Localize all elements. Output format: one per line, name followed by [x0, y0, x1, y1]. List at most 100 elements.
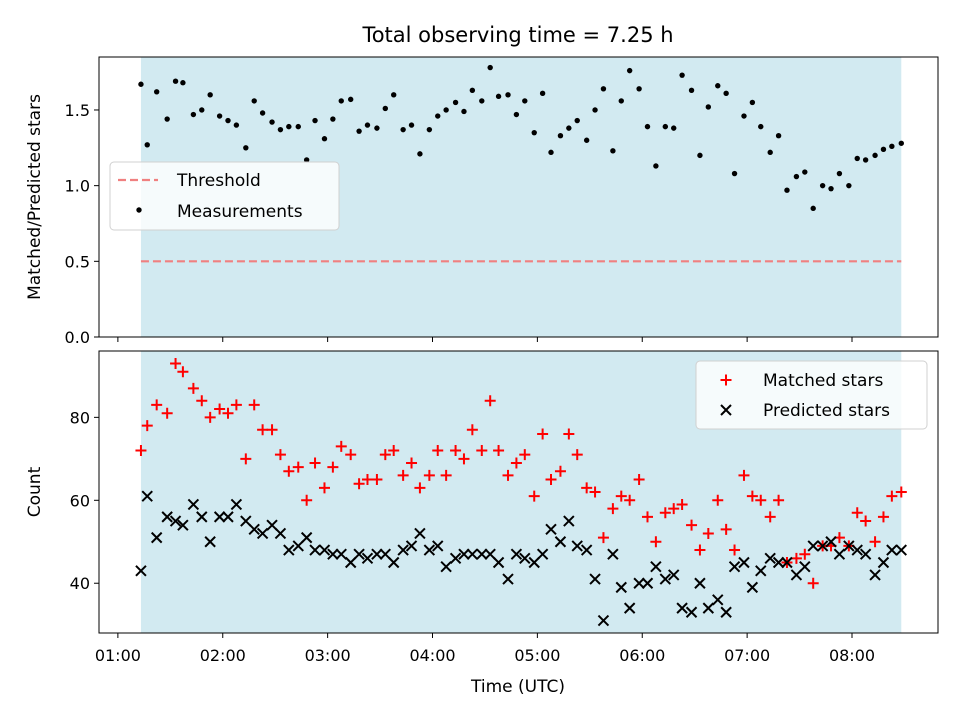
measurement-point: [452, 99, 459, 106]
x-tick-label: 07:00: [724, 646, 770, 665]
measurement-point: [164, 116, 170, 122]
measurement-point: [153, 89, 160, 95]
matched-star-marker: [607, 503, 619, 515]
matched-star-marker: [712, 494, 724, 506]
matched-star-marker: [624, 494, 636, 506]
measurement-point: [138, 81, 144, 87]
measurement-point: [303, 157, 310, 163]
measurement-point: [330, 116, 336, 122]
predicted-star-marker: [790, 569, 803, 581]
measurement-point: [295, 123, 301, 130]
predicted-star-marker: [318, 544, 331, 556]
predicted-star-marker: [484, 548, 496, 560]
y-axis-label: Matched/Predicted stars: [25, 94, 45, 300]
matched-star-marker: [301, 494, 313, 506]
predicted-star-marker: [466, 548, 479, 560]
matched-star-marker: [361, 474, 373, 486]
predicted-star-marker: [423, 544, 436, 556]
measurement-point: [671, 125, 677, 131]
predicted-star-marker: [177, 519, 189, 531]
measurement-point: [723, 90, 729, 97]
measurement-point: [836, 170, 843, 177]
measurement-point: [190, 111, 197, 118]
matched-star-marker: [633, 474, 645, 486]
y-tick-label: 80: [70, 408, 90, 427]
x-axis-label: Time (UTC): [470, 677, 565, 697]
measurement-point: [443, 107, 449, 113]
predicted-star-marker: [607, 548, 619, 560]
measurement-point: [312, 117, 318, 124]
measurement-point: [144, 142, 150, 148]
measurement-point: [846, 182, 852, 189]
matched-star-marker: [641, 511, 653, 523]
measurement-point: [479, 98, 485, 104]
predicted-star-marker: [597, 614, 610, 627]
measurement-point: [435, 113, 441, 119]
legend-measurement-label: Measurements: [177, 202, 303, 222]
measurement-point: [828, 185, 834, 192]
matched-star-marker: [274, 449, 286, 461]
y-tick-label: 0.0: [65, 328, 90, 347]
measurement-point: [172, 78, 179, 84]
predicted-star-marker: [248, 523, 260, 536]
matched-star-marker: [676, 498, 688, 510]
predicted-star-marker: [843, 540, 855, 552]
predicted-star-marker: [580, 544, 593, 556]
predicted-star-marker: [694, 577, 706, 589]
predicted-star-marker: [150, 531, 163, 544]
predicted-star-marker: [869, 569, 881, 581]
matched-star-marker: [860, 515, 872, 527]
predicted-star-marker: [668, 569, 680, 581]
predicted-star-marker: [414, 527, 426, 540]
measurement-point: [626, 67, 633, 74]
measurement-point: [618, 98, 624, 104]
series-0: [135, 357, 907, 589]
measurement-point: [749, 99, 756, 106]
predicted-star-marker: [300, 531, 313, 544]
measurement-point: [862, 157, 869, 163]
predicted-star-marker: [641, 577, 654, 589]
measurement-point: [679, 72, 685, 78]
predicted-star-marker: [720, 606, 732, 618]
matched-star-marker: [414, 482, 426, 494]
matched-star-marker: [869, 536, 881, 548]
predicted-star-marker: [405, 540, 418, 552]
matched-star-marker: [484, 395, 496, 407]
matched-star-marker: [151, 399, 163, 411]
predicted-star-marker: [702, 602, 715, 614]
predicted-star-marker: [833, 548, 846, 560]
matched-star-marker: [240, 453, 252, 465]
measurement-point: [583, 137, 590, 143]
measurement-point: [872, 152, 878, 159]
matched-star-marker: [353, 478, 365, 490]
bottom-panel: 40 60 80 01:00 02:00 03:00 04:00 05:00 06:00 07:0…: [25, 350, 939, 665]
matched-star-marker: [886, 490, 898, 502]
predicted-star-marker: [712, 594, 724, 606]
predicted-star-marker: [851, 544, 863, 556]
y-tick-label: 1.0: [65, 177, 90, 196]
matched-star-marker: [746, 490, 758, 502]
matched-star-marker: [141, 420, 153, 432]
measurement-point: [775, 133, 782, 139]
y-tick-label: 1.5: [65, 101, 90, 120]
measurement-point: [216, 113, 223, 119]
predicted-star-marker: [327, 548, 339, 560]
measurement-point: [767, 149, 773, 156]
measurement-point: [557, 133, 564, 139]
x-tick-label: 08:00: [829, 646, 875, 665]
measurement-point: [819, 182, 826, 189]
predicted-star-marker: [563, 515, 575, 527]
measurement-point: [539, 90, 546, 97]
matched-star-marker: [432, 445, 444, 457]
measurement-point: [505, 92, 511, 98]
predicted-star-marker: [807, 540, 819, 552]
x-tick-label: 03:00: [305, 646, 351, 665]
matched-star-marker: [597, 532, 609, 544]
matched-star-marker: [466, 424, 478, 436]
measurement-point: [610, 148, 616, 154]
predicted-star-marker: [397, 544, 409, 556]
measurement-point: [810, 205, 816, 212]
predicted-star-marker: [222, 511, 234, 523]
measurement-point: [705, 104, 712, 110]
measurement-point: [199, 107, 205, 113]
